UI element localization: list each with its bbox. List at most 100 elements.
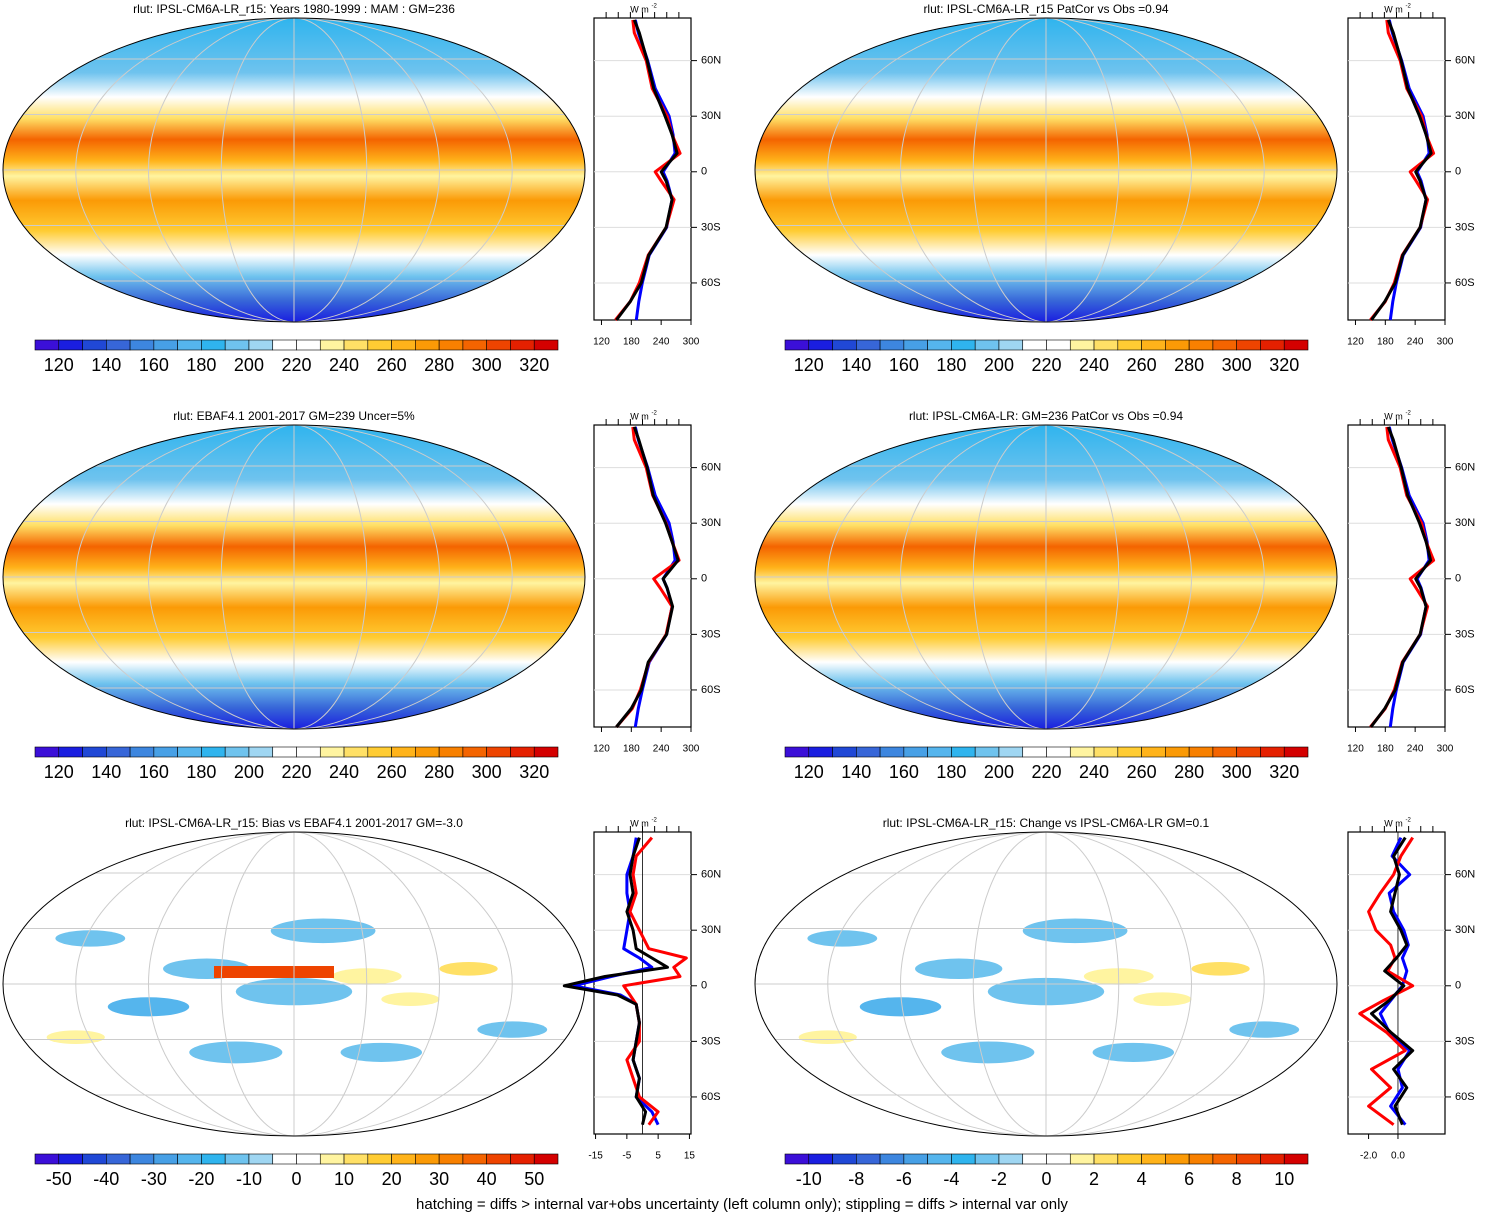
map-anomaly bbox=[1229, 1021, 1300, 1038]
colorbar-label: 220 bbox=[281, 762, 311, 782]
colorbar-box bbox=[879, 1153, 905, 1165]
profile-x-label: -2.0 bbox=[1360, 1151, 1378, 1162]
colorbar-box bbox=[224, 339, 250, 351]
profile-x-label: 300 bbox=[1437, 744, 1454, 755]
colorbar-label: 2 bbox=[1089, 1169, 1099, 1189]
colorbar-box bbox=[1117, 339, 1142, 351]
colorbar-box bbox=[272, 746, 297, 758]
colorbar-box bbox=[856, 1153, 881, 1165]
colorbar-label: -10 bbox=[796, 1169, 822, 1189]
colorbar-label: 0 bbox=[291, 1169, 301, 1189]
colorbar-box bbox=[1212, 746, 1237, 758]
profile-x-label: 120 bbox=[593, 744, 610, 755]
colorbar-box bbox=[974, 1153, 1000, 1165]
colorbar-box bbox=[1236, 339, 1261, 351]
colorbar-box bbox=[438, 746, 464, 758]
colorbar-label: 160 bbox=[139, 762, 169, 782]
profile-y-label: 30N bbox=[701, 517, 721, 529]
colorbar-box bbox=[856, 339, 881, 351]
colorbar-box bbox=[1022, 339, 1047, 351]
map-anomaly bbox=[214, 966, 334, 978]
profile-x-label: 5 bbox=[655, 1151, 661, 1162]
map-border bbox=[754, 424, 1338, 730]
colorbar-box bbox=[224, 746, 250, 758]
colorbar-label: 120 bbox=[794, 355, 824, 375]
colorbar-box bbox=[153, 1153, 178, 1165]
colorbar-box bbox=[248, 1153, 274, 1165]
colorbar-box bbox=[879, 339, 905, 351]
colorbar-box bbox=[415, 1153, 440, 1165]
profile-y-label: 30N bbox=[1455, 110, 1475, 122]
colorbar-box bbox=[177, 1153, 202, 1165]
colorbar-box bbox=[1260, 746, 1285, 758]
colorbar-box bbox=[903, 746, 928, 758]
colorbar-box bbox=[1046, 1153, 1071, 1165]
colorbar-box bbox=[462, 339, 487, 351]
colorbar-box bbox=[927, 1153, 952, 1165]
profile-frame bbox=[1347, 831, 1446, 1135]
colorbar-box bbox=[1212, 1153, 1237, 1165]
map bbox=[755, 18, 1337, 322]
colorbar-label: 140 bbox=[841, 355, 871, 375]
colorbar-label: 40 bbox=[477, 1169, 497, 1189]
colorbar-box bbox=[1046, 746, 1071, 758]
colorbar-label: 280 bbox=[1174, 355, 1204, 375]
colorbar-label: 320 bbox=[519, 762, 549, 782]
colorbar-box bbox=[784, 1153, 810, 1165]
colorbar-box bbox=[856, 746, 881, 758]
colorbar-box bbox=[391, 746, 416, 758]
colorbar-box bbox=[1283, 746, 1309, 758]
colorbar-box bbox=[462, 746, 487, 758]
panel-title: rlut: IPSL-CM6A-LR_r15 PatCor vs Obs =0.… bbox=[923, 2, 1168, 16]
profile-y-label: 60S bbox=[1455, 277, 1475, 289]
colorbar-box bbox=[1117, 1153, 1142, 1165]
colorbar-box bbox=[1046, 339, 1071, 351]
profile-x-label: -5 bbox=[622, 1151, 631, 1162]
profile-y-label: 30N bbox=[1455, 517, 1475, 529]
map-anomaly bbox=[439, 961, 498, 976]
profile-y-label: 30S bbox=[1455, 1035, 1475, 1047]
profile-x-label: 0.0 bbox=[1391, 1151, 1405, 1162]
colorbar-box bbox=[1093, 339, 1119, 351]
map-anomaly bbox=[477, 1021, 548, 1038]
colorbar-box bbox=[1093, 1153, 1119, 1165]
profile-x-label: 240 bbox=[1407, 337, 1424, 348]
profile-y-label: 0 bbox=[701, 980, 707, 992]
map-anomaly bbox=[1133, 992, 1192, 1007]
map-meridian bbox=[220, 832, 368, 1136]
colorbar-box bbox=[1236, 1153, 1261, 1165]
colorbar-label: 160 bbox=[889, 355, 919, 375]
colorbar-label: 4 bbox=[1137, 1169, 1147, 1189]
colorbar-label: 260 bbox=[377, 355, 407, 375]
colorbar-box bbox=[1069, 1153, 1095, 1165]
colorbar-box bbox=[998, 746, 1024, 758]
colorbar-box bbox=[82, 339, 107, 351]
colorbar-label: 300 bbox=[472, 355, 502, 375]
profile-x-label: 240 bbox=[653, 744, 670, 755]
colorbar-box bbox=[1069, 746, 1095, 758]
map-anomaly bbox=[807, 930, 878, 947]
colorbar-box bbox=[832, 746, 857, 758]
footer: hatching = diffs > internal var+obs unce… bbox=[416, 1196, 1068, 1213]
profile-line bbox=[622, 836, 688, 1126]
colorbar-label: 220 bbox=[1031, 762, 1061, 782]
colorbar-box bbox=[951, 1153, 976, 1165]
panel-title: rlut: IPSL-CM6A-LR_r15: Years 1980-1999 … bbox=[133, 2, 455, 16]
map-meridian bbox=[220, 18, 368, 322]
colorbar-label: 8 bbox=[1232, 1169, 1242, 1189]
profile-y-label: 30S bbox=[1455, 221, 1475, 233]
colorbar-box bbox=[510, 339, 535, 351]
profile-unit: W m bbox=[1384, 818, 1403, 828]
map-meridian bbox=[972, 832, 1120, 1136]
colorbar-box bbox=[1117, 746, 1142, 758]
profile-y-label: 60S bbox=[1455, 684, 1475, 696]
profile-y-label: 0 bbox=[1455, 166, 1461, 178]
colorbar-label: 240 bbox=[1079, 762, 1109, 782]
colorbar-box bbox=[533, 339, 559, 351]
colorbar-label: 140 bbox=[91, 355, 121, 375]
colorbar-box bbox=[1165, 1153, 1190, 1165]
map-anomaly bbox=[1191, 961, 1250, 976]
profile-x-label: 120 bbox=[1347, 337, 1364, 348]
map-border bbox=[754, 17, 1338, 323]
colorbar-label: 160 bbox=[889, 762, 919, 782]
